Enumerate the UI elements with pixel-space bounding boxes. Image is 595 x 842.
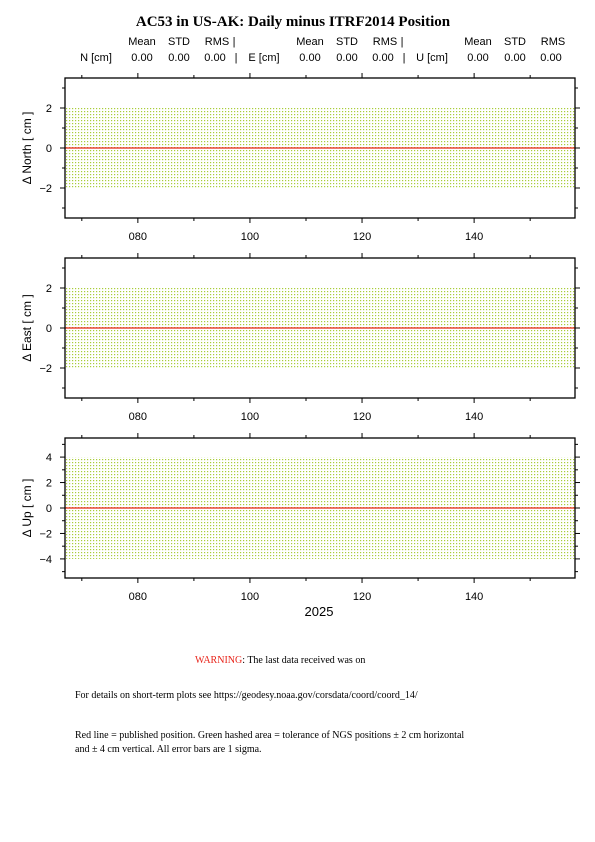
y-tick-label: 2	[46, 478, 52, 490]
x-tick-label: 080	[129, 591, 147, 603]
legend-note-line2: and ± 4 cm vertical. All error bars are …	[75, 744, 262, 755]
chart-title: AC53 in US-AK: Daily minus ITRF2014 Posi…	[136, 14, 451, 30]
y-axis-label: Δ Up [ cm ]	[20, 479, 34, 538]
stats-std-heading: STD	[336, 36, 358, 48]
stats-rms-value: 0.00	[540, 52, 561, 64]
x-axis-label: 2025	[305, 604, 334, 619]
stats-mean-heading: Mean	[128, 36, 156, 48]
x-tick-label: 120	[353, 231, 371, 243]
y-axis-label: Δ East [ cm ]	[20, 294, 34, 361]
stats-separator: |	[235, 52, 238, 64]
stats-header: Mean STD RMS | | N [cm] 0.00 0.00 0.00 Mean STD RMS…	[80, 36, 565, 64]
stats-std-heading: STD	[168, 36, 190, 48]
stats-separator: |	[233, 36, 236, 48]
stats-component-label: U [cm]	[416, 52, 448, 64]
stats-std-value: 0.00	[336, 52, 357, 64]
warning-text: : The last data received was on	[242, 655, 366, 666]
stats-std-value: 0.00	[168, 52, 189, 64]
stats-rms-heading: RMS	[541, 36, 565, 48]
x-tick-label: 080	[129, 231, 147, 243]
y-tick-label: −4	[39, 554, 52, 566]
stats-rms-value: 0.00	[204, 52, 225, 64]
x-tick-label: 100	[241, 591, 259, 603]
stats-component-label: N [cm]	[80, 52, 112, 64]
y-tick-label: −2	[39, 363, 52, 375]
stats-mean-value: 0.00	[299, 52, 320, 64]
x-tick-label: 120	[353, 411, 371, 423]
legend-note-line1: Red line = published position. Green has…	[75, 730, 465, 741]
stats-rms-heading: RMS	[205, 36, 229, 48]
warning-label: WARNING	[195, 655, 243, 666]
stats-separator: |	[401, 36, 404, 48]
details-note: For details on short-term plots see http…	[75, 690, 418, 701]
y-tick-label: 2	[46, 103, 52, 115]
y-tick-label: 0	[46, 503, 52, 515]
y-tick-label: 0	[46, 323, 52, 335]
y-tick-label: 0	[46, 143, 52, 155]
stats-separator: |	[403, 52, 406, 64]
stats-rms-value: 0.00	[372, 52, 393, 64]
x-tick-label: 140	[465, 591, 483, 603]
x-tick-label: 080	[129, 411, 147, 423]
stats-mean-heading: Mean	[464, 36, 492, 48]
y-tick-label: −2	[39, 183, 52, 195]
chart-panel: −2 0 2 080 100 120 140 Δ East [ cm ]	[20, 253, 580, 423]
y-tick-label: 4	[46, 452, 52, 464]
stats-std-heading: STD	[504, 36, 526, 48]
stats-mean-heading: Mean	[296, 36, 324, 48]
x-tick-label: 120	[353, 591, 371, 603]
stats-mean-value: 0.00	[131, 52, 152, 64]
chart-panel: −4 −2 0 2 4 080 100 120 140 Δ Up [ cm ] 2025	[20, 433, 580, 619]
stats-component-label: E [cm]	[248, 52, 279, 64]
y-axis-label: Δ North [ cm ]	[20, 112, 34, 185]
chart-panels: −2 0 2 080 100 120 140 Δ North [ cm ] −2 0 2 080 100…	[20, 73, 580, 619]
x-tick-label: 100	[241, 231, 259, 243]
stats-mean-value: 0.00	[467, 52, 488, 64]
chart-panel: −2 0 2 080 100 120 140 Δ North [ cm ]	[20, 73, 580, 243]
warning-note: WARNING: The last data received was on	[195, 655, 365, 666]
y-tick-label: 2	[46, 283, 52, 295]
x-tick-label: 100	[241, 411, 259, 423]
x-tick-label: 140	[465, 231, 483, 243]
y-tick-label: −2	[39, 528, 52, 540]
stats-std-value: 0.00	[504, 52, 525, 64]
stats-rms-heading: RMS	[373, 36, 397, 48]
x-tick-label: 140	[465, 411, 483, 423]
